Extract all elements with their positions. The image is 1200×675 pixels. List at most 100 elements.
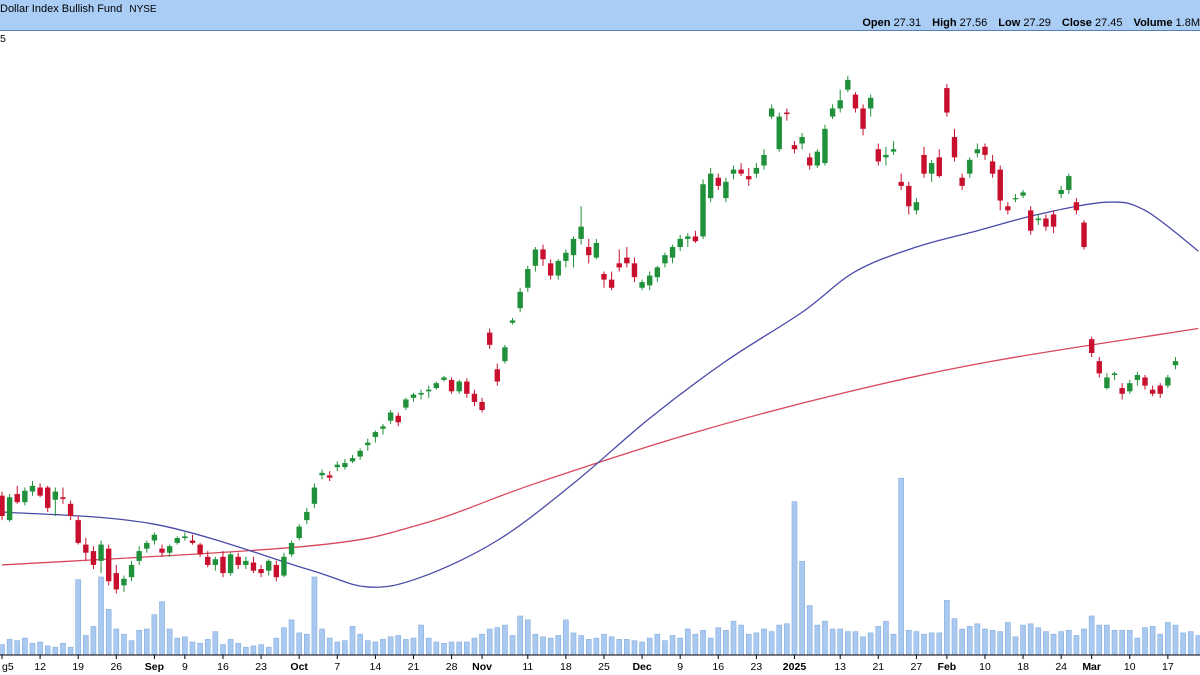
candle <box>669 244 676 264</box>
candle <box>784 108 790 121</box>
candle-body <box>989 161 996 174</box>
candle-body <box>319 472 325 476</box>
candle <box>1088 336 1095 358</box>
candle <box>311 483 318 508</box>
volume-bar <box>616 639 623 656</box>
candle <box>60 487 66 504</box>
volume-bar <box>921 633 927 656</box>
volume-bar <box>502 624 508 656</box>
price-chart: 5 g5 12 19 26 Sep 9 16 23 Oct 7 14 21 28 Nov 11 18 25 Dec… <box>0 33 1200 673</box>
candle-body <box>471 393 478 402</box>
chart-title: Dollar Index Bullish Fund NYSE <box>0 3 157 15</box>
volume-bar <box>944 600 950 656</box>
candle-body <box>403 399 409 408</box>
candle <box>707 167 714 203</box>
candle <box>128 560 135 582</box>
candle <box>852 92 859 113</box>
volume-bar <box>662 640 668 656</box>
candle <box>220 551 226 578</box>
x-axis-tick-label: 21 <box>408 661 420 673</box>
x-axis-tick-label: 14 <box>370 661 382 673</box>
volume-bar <box>669 635 676 656</box>
candle-body <box>1142 377 1148 386</box>
candle <box>959 173 965 190</box>
volume-bar <box>829 628 836 656</box>
candle <box>105 544 112 586</box>
x-axis-tick-label: Mar <box>1082 661 1101 673</box>
candle-body <box>105 548 112 582</box>
candle-body <box>418 392 424 395</box>
candle <box>944 83 950 117</box>
candle-body <box>349 458 356 462</box>
volume-bar <box>1172 624 1179 656</box>
candle-body <box>1157 385 1163 394</box>
candle <box>357 448 363 460</box>
volume-bar <box>768 631 775 656</box>
volume-bar <box>197 642 203 656</box>
candle <box>967 157 973 178</box>
volume-bar <box>182 636 188 656</box>
x-axis-tick-label: 13 <box>834 661 846 673</box>
volume-bar <box>121 633 127 656</box>
candle-body <box>342 463 348 468</box>
candle <box>45 485 51 512</box>
candle-body <box>845 79 851 90</box>
volume-bar <box>1043 631 1049 656</box>
candle-body <box>1043 218 1049 227</box>
candle <box>288 540 295 557</box>
candle <box>365 438 371 451</box>
candle-body <box>852 94 859 109</box>
candle-body <box>205 556 211 565</box>
candle-body <box>37 487 43 496</box>
fund-name: Dollar Index Bullish Fund <box>0 3 123 15</box>
ma200-line <box>1 327 1199 566</box>
candle <box>250 556 257 574</box>
open-label: Open <box>862 17 891 29</box>
x-axis-tick-label: 24 <box>1055 661 1067 673</box>
candle-body <box>441 377 447 380</box>
candle <box>197 542 203 557</box>
candle-body <box>928 163 935 174</box>
candle-body <box>1096 361 1102 374</box>
volume-bar <box>75 579 81 656</box>
volume-bar <box>471 637 478 656</box>
volume-bar <box>593 637 600 656</box>
volume-bar <box>1134 637 1141 656</box>
candle <box>1073 198 1080 215</box>
volume-bar <box>883 620 889 656</box>
candle <box>570 236 577 268</box>
candle <box>746 167 752 186</box>
candle-body <box>1119 388 1125 394</box>
volume-bar <box>1058 631 1064 656</box>
candle-body <box>654 267 661 278</box>
candle-body <box>936 157 942 177</box>
volume-value: 1.8M <box>1175 17 1200 29</box>
volume-bar <box>326 637 333 656</box>
candle <box>151 532 158 545</box>
candle-body <box>517 291 523 309</box>
candle-body <box>593 242 600 258</box>
volume-bar <box>1111 629 1118 656</box>
volume-bar <box>1104 624 1110 656</box>
candle <box>997 165 1003 211</box>
volume-bar <box>913 631 920 656</box>
candle-body <box>189 540 196 543</box>
candle-body <box>631 263 638 278</box>
candle-body <box>1058 189 1064 195</box>
candle <box>898 173 904 190</box>
volume-bar <box>494 627 501 656</box>
candle <box>563 249 569 268</box>
volume-bar <box>1066 629 1072 656</box>
x-axis-tick-label: Feb <box>938 661 957 673</box>
volume-bar <box>1088 615 1095 656</box>
candle-body <box>616 263 622 268</box>
candle <box>479 397 485 413</box>
candle <box>1035 214 1042 226</box>
candle <box>1050 210 1057 234</box>
candle <box>715 173 721 190</box>
volume-bar <box>258 644 264 656</box>
x-axis-tick-label: Dec <box>632 661 651 673</box>
volume-bar <box>395 635 402 656</box>
candle-body <box>22 490 28 503</box>
volume-bar <box>867 632 874 656</box>
